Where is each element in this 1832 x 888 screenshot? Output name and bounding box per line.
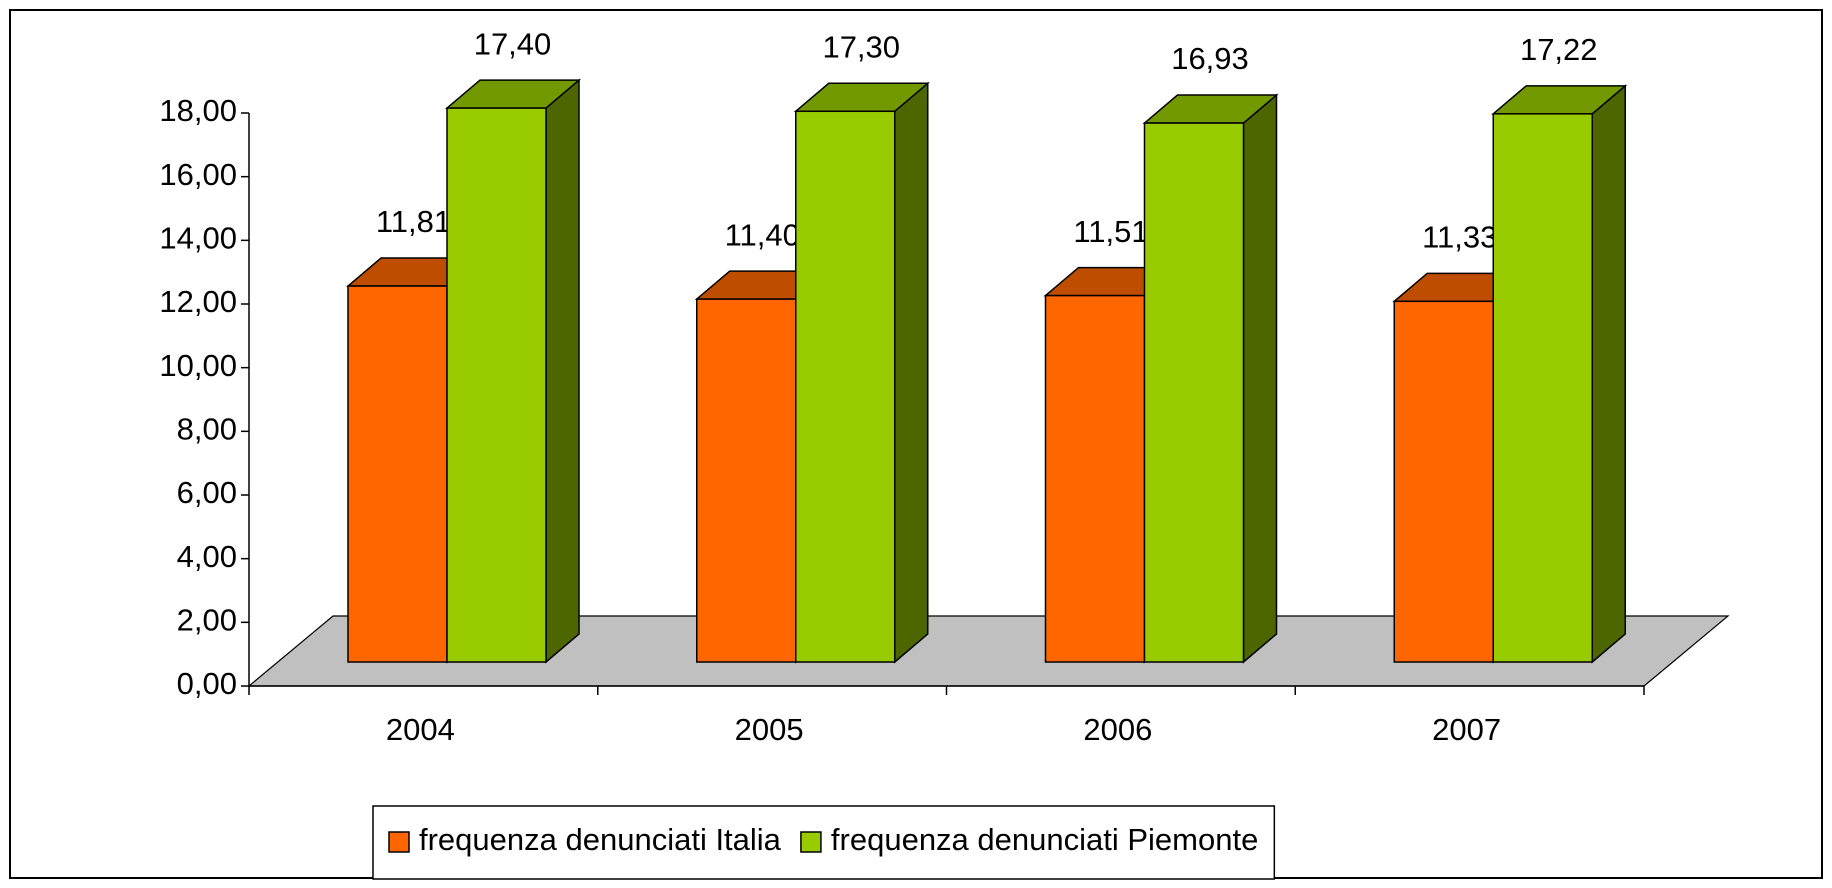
y-tick-label: 18,00: [159, 93, 237, 128]
y-tick-label: 10,00: [159, 348, 237, 383]
bar-side: [1591, 84, 1626, 664]
value-label: 17,40: [474, 26, 552, 61]
bar-side: [894, 81, 929, 664]
x-tick-label: 2005: [735, 712, 804, 747]
bar-side: [1242, 93, 1278, 664]
y-tick-label: 16,00: [159, 157, 237, 192]
y-tick-label: 12,00: [159, 284, 237, 319]
value-label: 11,33: [1422, 220, 1497, 255]
legend-swatch: [388, 831, 410, 853]
bar: [1044, 294, 1146, 663]
x-tick-label: 2007: [1432, 712, 1501, 747]
y-tick-label: 0,00: [177, 666, 237, 701]
bar: [696, 298, 797, 663]
legend-label: frequenza denunciati Piemonte: [831, 822, 1258, 857]
legend: [372, 805, 1276, 880]
bar: [446, 107, 547, 663]
bar: [347, 285, 448, 663]
value-label: 11,81: [376, 204, 451, 239]
y-tick-label: 14,00: [159, 221, 237, 256]
value-label: 11,51: [1073, 214, 1148, 249]
bar: [1492, 113, 1593, 663]
bar-side: [545, 78, 580, 664]
legend-swatch: [800, 831, 822, 853]
y-tick-label: 8,00: [177, 412, 237, 447]
bar: [795, 110, 896, 663]
bar: [1393, 300, 1494, 663]
value-label: 11,40: [725, 217, 800, 252]
y-tick-label: 2,00: [177, 603, 237, 638]
bar: [1143, 122, 1245, 663]
x-tick-label: 2004: [386, 712, 455, 747]
value-label: 17,22: [1520, 32, 1598, 67]
y-tick-label: 4,00: [177, 539, 237, 574]
value-label: 17,30: [822, 29, 900, 64]
y-tick-label: 6,00: [177, 475, 237, 510]
x-tick-label: 2006: [1083, 712, 1152, 747]
value-label: 16,93: [1171, 41, 1249, 76]
legend-label: frequenza denunciati Italia: [419, 822, 782, 857]
